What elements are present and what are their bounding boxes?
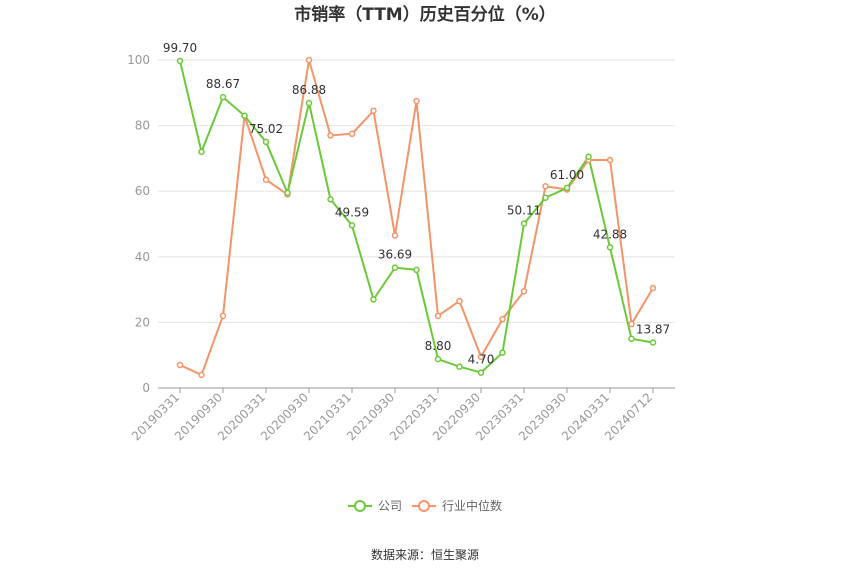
legend-marker-industry: [418, 500, 430, 512]
data-point-company-20190630: [198, 148, 205, 156]
data-label-20240712: 13.87: [636, 323, 670, 337]
source-text: 数据来源：恒生聚源: [371, 547, 479, 562]
data-point-industry-20201231: [327, 132, 334, 139]
y-tick-label-60: 60: [135, 184, 150, 198]
data-point-company-20200930: [305, 99, 313, 107]
legend-item-industry[interactable]: 行业中位数: [412, 498, 502, 513]
data-label-20200930: 86.88: [292, 83, 326, 97]
data-point-company-20220930: [477, 369, 485, 376]
legend-marker-company: [354, 500, 366, 512]
data-point-company-20231231: [585, 153, 592, 161]
data-point-company-20210331: [348, 222, 356, 229]
data-point-industry-20221231: [499, 315, 506, 323]
series-line-industry: [179, 59, 654, 376]
data-point-company-20220630: [456, 363, 463, 370]
legend[interactable]: 公司 行业中位数: [348, 498, 502, 513]
data-label-20230930: 61.00: [550, 168, 584, 182]
data-point-company-20230930: [563, 184, 571, 192]
chart-title: 市销率（TTM）历史百分位（%）: [294, 4, 556, 25]
legend-label-company: 公司: [378, 499, 402, 513]
data-point-industry-20210630: [370, 107, 377, 115]
y-tick-label-100: 100: [127, 53, 150, 67]
legend-item-company[interactable]: 公司: [348, 499, 402, 513]
y-tick-label-40: 40: [135, 250, 150, 264]
data-point-industry-20200331: [262, 176, 270, 183]
data-point-industry-20240331: [606, 156, 614, 164]
data-point-industry-20240630: [628, 320, 635, 328]
data-point-company-20190930: [219, 93, 227, 101]
y-tick-label-80: 80: [135, 119, 150, 133]
data-label-20230331: 50.11: [507, 204, 541, 218]
series-lines: [179, 59, 654, 376]
data-point-industry-20210930: [391, 232, 399, 239]
data-point-company-20190331: [176, 57, 184, 65]
data-point-industry-20230630: [542, 183, 549, 190]
data-point-industry-20210331: [348, 130, 356, 138]
data-label-20220331: 8.80: [425, 339, 452, 353]
data-point-company-20240630: [628, 335, 635, 343]
data-labels: 99.70 88.67 75.02 86.88 49.59 36.69 8.80 4.70 50…: [163, 41, 670, 367]
data-point-company-20200630: [284, 189, 291, 197]
data-label-20220930: 4.70: [468, 353, 495, 367]
data-point-company-20221231: [499, 349, 506, 356]
data-point-company-20191231: [241, 112, 248, 120]
data-point-company-20240712: [649, 339, 657, 346]
data-label-20240331: 42.88: [593, 227, 627, 241]
data-point-company-20220331: [434, 355, 442, 363]
data-point-company-20230331: [520, 220, 528, 227]
data-point-industry-20200930: [305, 56, 313, 64]
data-point-industry-20190630: [198, 371, 205, 379]
data-point-company-20230630: [542, 194, 549, 202]
data-point-industry-20240712: [649, 284, 657, 292]
data-label-20210930: 36.69: [378, 248, 412, 262]
data-point-company-20240331: [606, 244, 614, 251]
data-label-20210331: 49.59: [335, 205, 369, 219]
y-tick-label-0: 0: [142, 381, 150, 395]
series-points: [176, 56, 657, 379]
data-label-20190930: 88.67: [206, 77, 240, 91]
data-point-company-20210930: [391, 264, 399, 271]
data-point-industry-20220930: [477, 353, 485, 361]
data-label-20200331: 75.02: [249, 122, 283, 136]
data-point-company-20211231: [413, 266, 420, 274]
y-tick-label-20: 20: [135, 315, 150, 329]
data-point-company-20200331: [262, 138, 270, 146]
data-point-industry-20220331: [434, 312, 442, 320]
data-point-industry-20220630: [456, 297, 463, 305]
data-point-company-20201231: [327, 196, 334, 203]
data-point-company-20210630: [370, 296, 377, 303]
data-point-industry-20190930: [219, 312, 227, 320]
data-point-industry-20211231: [413, 97, 420, 105]
data-label-20190331: 99.70: [163, 41, 197, 55]
data-point-industry-20230331: [520, 287, 528, 295]
data-point-industry-20190331: [176, 361, 184, 369]
legend-label-industry: 行业中位数: [442, 498, 502, 513]
